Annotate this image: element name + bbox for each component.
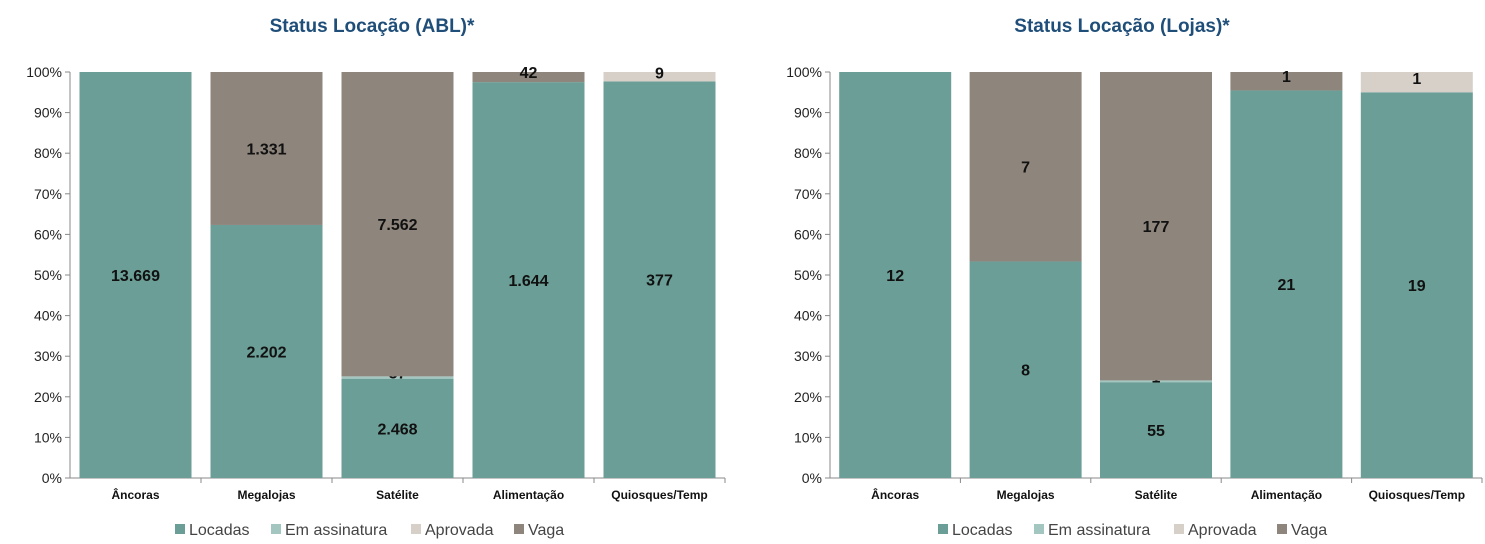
legend-label: Vaga — [528, 522, 564, 539]
data-label: 8 — [1021, 363, 1030, 380]
data-label: 2.468 — [377, 421, 417, 438]
data-label: 12 — [886, 268, 904, 285]
legend-label: Locadas — [952, 522, 1013, 539]
data-label: 1.331 — [246, 141, 286, 158]
data-label: 1 — [1282, 69, 1291, 86]
legend-label: Em assinatura — [285, 522, 387, 539]
y-tick-label: 50% — [34, 267, 62, 283]
bar-segment — [472, 82, 585, 478]
data-label: 13.669 — [111, 268, 160, 285]
y-tick-label: 80% — [34, 145, 62, 161]
chart-1: Status Locação (ABL)* 0% 10% 20% 30% 40% 50% 60… — [26, 16, 726, 539]
x-tick-label: Âncoras — [111, 487, 159, 502]
data-label: 7 — [1021, 160, 1030, 177]
chart-title: Status Locação (ABL)* — [270, 16, 475, 37]
data-label: 377 — [646, 273, 673, 290]
bar-segment — [969, 261, 1082, 478]
y-tick-label: 30% — [34, 348, 62, 364]
y-tick-label: 90% — [794, 105, 822, 121]
x-tick-label: Megalojas — [997, 488, 1055, 502]
y-tick-label: 40% — [794, 308, 822, 324]
y-tick-label: 0% — [802, 470, 822, 486]
chart-title: Status Locação (Lojas)* — [1014, 16, 1230, 37]
bar-segment — [1100, 382, 1212, 478]
data-label: 19 — [1408, 278, 1426, 295]
bar-segment — [341, 72, 454, 377]
data-label: 177 — [1143, 219, 1170, 236]
legend-swatch — [175, 524, 185, 534]
legend-swatch — [1277, 524, 1287, 534]
bar-segment — [603, 72, 716, 82]
legend-swatch — [411, 524, 421, 534]
x-tick-label: Âncoras — [871, 487, 919, 502]
y-tick-label: 20% — [34, 389, 62, 405]
data-label: 21 — [1278, 277, 1296, 294]
y-tick-label: 20% — [794, 389, 822, 405]
x-tick-label: Alimentação — [1251, 488, 1322, 502]
legend-swatch — [514, 524, 524, 534]
x-tick-label: Quiosques/Temp — [1369, 488, 1465, 502]
legend-swatch — [1034, 524, 1044, 534]
y-tick-label: 10% — [794, 429, 822, 445]
y-tick-label: 100% — [786, 64, 822, 80]
x-tick-label: Quiosques/Temp — [611, 488, 707, 502]
bar-segment — [472, 72, 585, 83]
x-tick-label: Megalojas — [237, 488, 295, 502]
y-tick-label: 90% — [34, 105, 62, 121]
bar-segment — [969, 72, 1082, 262]
bar-segment — [603, 81, 716, 479]
legend-swatch — [271, 524, 281, 534]
legend-label: Vaga — [1291, 522, 1327, 539]
data-label: 9 — [655, 66, 664, 83]
chart-2: Status Locação (Lojas)* 0% 10% 20% 30% 40% 50%… — [786, 16, 1483, 539]
y-tick-label: 100% — [26, 64, 62, 80]
x-tick-label: Alimentação — [493, 488, 564, 502]
y-tick-label: 50% — [794, 267, 822, 283]
bar-segment — [341, 378, 454, 478]
bar-segment — [79, 72, 192, 478]
legend-label: Em assinatura — [1048, 522, 1150, 539]
legend-label: Locadas — [189, 522, 250, 539]
y-tick-label: 0% — [42, 470, 62, 486]
y-tick-label: 30% — [794, 348, 822, 364]
y-tick-label: 70% — [34, 186, 62, 202]
y-tick-label: 70% — [794, 186, 822, 202]
data-label: 7.562 — [377, 217, 417, 234]
y-tick-label: 60% — [34, 226, 62, 242]
y-tick-label: 40% — [34, 308, 62, 324]
data-label: 42 — [520, 65, 538, 82]
bar-segment — [210, 72, 323, 225]
bar-segment — [1230, 72, 1343, 91]
data-label: 1.644 — [508, 273, 548, 290]
x-tick-label: Satélite — [1135, 488, 1178, 502]
bar-segment — [1360, 92, 1473, 479]
data-label: 1 — [1412, 71, 1421, 88]
legend-swatch — [1174, 524, 1184, 534]
x-tick-label: Satélite — [376, 488, 419, 502]
bar-segment — [210, 224, 323, 478]
bar-segment — [1100, 72, 1212, 381]
data-label: 2.202 — [246, 344, 286, 361]
bar-segment — [839, 72, 952, 478]
bar-segment — [1100, 380, 1212, 383]
legend-label: Aprovada — [425, 522, 494, 539]
bar-segment — [1360, 72, 1473, 93]
bar-segment — [341, 376, 454, 379]
bar-segment — [1230, 90, 1343, 479]
y-tick-label: 10% — [34, 429, 62, 445]
data-label: 55 — [1147, 423, 1165, 440]
legend-swatch — [938, 524, 948, 534]
y-tick-label: 60% — [794, 226, 822, 242]
legend-label: Aprovada — [1188, 522, 1257, 539]
y-tick-label: 80% — [794, 145, 822, 161]
